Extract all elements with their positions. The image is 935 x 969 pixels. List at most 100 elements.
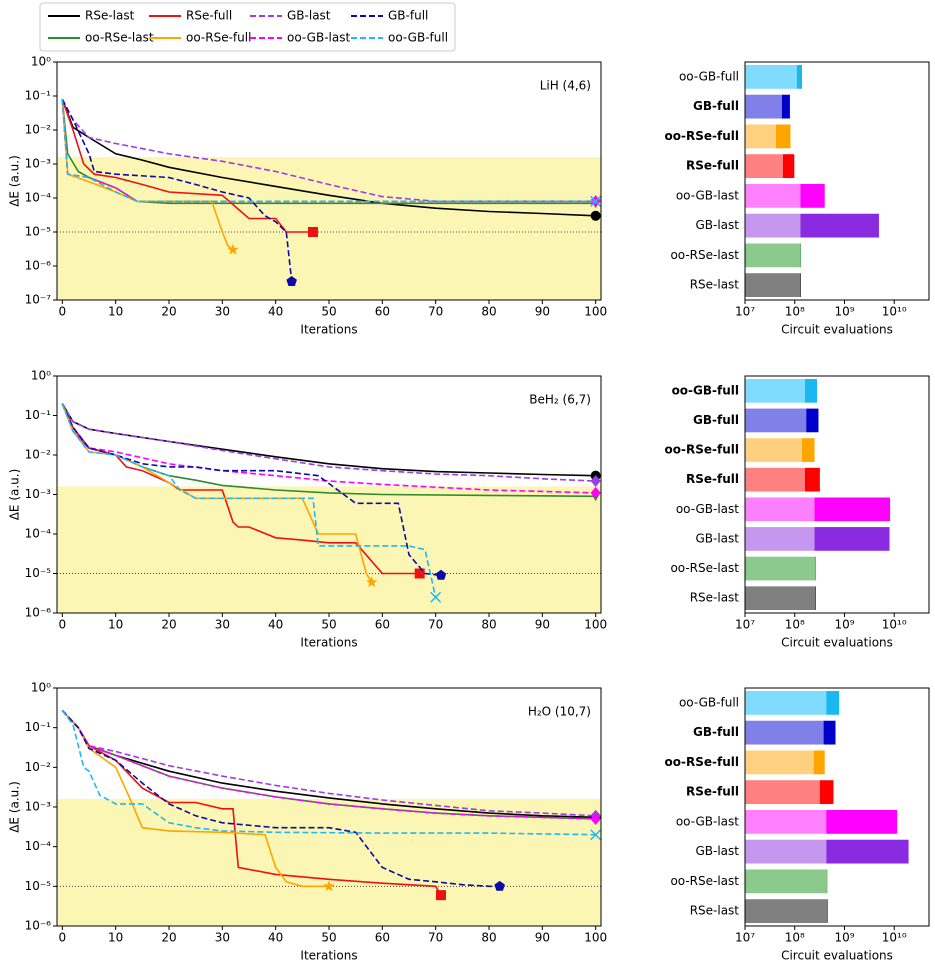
bar-segment [782,154,795,179]
category-label: oo-GB-last [676,502,739,516]
bar-segment [745,378,805,403]
x-tick-label: 10⁹ [834,305,854,319]
x-tick-label: 40 [268,931,283,945]
target-region [57,157,601,300]
series-line: GB-last [61,98,596,203]
bar-segment [745,690,827,715]
chart-title: H₂O (10,7) [528,705,591,719]
x-axis-label: Circuit evaluations [781,323,893,337]
legend-label: oo-GB-full [388,31,448,45]
category-label: oo-GB-full [672,383,739,397]
x-tick-label: 10⁸ [785,305,805,319]
bar-segment [826,809,898,834]
bar-segment [800,273,801,298]
bar-segment [823,720,836,745]
series-line: oo-RSe-last [61,403,596,498]
bar-segment [826,690,840,715]
bar-segment [745,408,807,433]
bar-segment [826,839,909,864]
bar-segment [776,124,791,149]
x-tick-label: 70 [428,618,443,632]
end-marker [590,474,601,487]
end-marker [590,486,601,499]
bar-segment [804,378,817,403]
bar-segment [802,438,815,462]
category-label: GB-full [693,725,739,739]
series-line: RSe-full [61,99,313,233]
y-tick-label: 10⁻⁶ [25,606,52,620]
end-marker [590,210,601,221]
series-line: oo-GB-last [61,403,596,494]
bar-segment [745,213,801,238]
x-tick-label: 50 [321,931,336,945]
bar-segment [745,527,815,551]
bar-segment [745,183,801,208]
y-tick-label: 10⁻⁶ [25,259,52,273]
x-tick-label: 50 [321,305,336,319]
bar-segment [745,586,816,611]
bar-segment [826,869,828,894]
x-tick-label: 90 [535,931,550,945]
category-label: oo-GB-last [676,814,739,828]
bar-segment [800,183,825,208]
axes-frame [744,687,930,927]
end-marker [286,276,297,286]
bar-segment [745,497,815,522]
y-tick-label: 10⁻² [25,123,52,137]
bar-segment [819,780,834,805]
x-tick-label: 60 [375,618,390,632]
end-marker [414,568,425,579]
category-label: oo-RSe-full [665,129,739,143]
x-tick-label: 70 [428,305,443,319]
series-line: oo-GB-full [61,99,596,203]
category-label: RSe-full [686,159,739,173]
bar-segment [745,869,827,894]
x-tick-label: 0 [59,931,67,945]
x-tick-label: 10⁷ [735,618,755,632]
legend-label: oo-RSe-full [186,31,251,45]
x-tick-label: 70 [428,931,443,945]
legend-label: RSe-last [85,9,135,23]
y-tick-label: 10⁻⁴ [25,839,52,853]
bar-segment [745,64,797,89]
category-label: RSe-full [686,785,739,799]
x-tick-label: 0 [59,305,67,319]
bar-segment [745,809,827,834]
bar-segment [800,243,801,268]
y-tick-label: 10⁻¹ [25,720,52,734]
bar-segment [745,438,803,462]
axes-frame [56,687,602,927]
x-tick-label: 60 [375,305,390,319]
series-line: RSe-full [61,710,442,896]
x-tick-label: 100 [584,931,607,945]
target-region [57,798,601,926]
category-label: oo-RSe-full [665,755,739,769]
x-tick-label: 20 [161,618,176,632]
x-tick-label: 100 [584,618,607,632]
x-tick-label: 40 [268,618,283,632]
legend-label: RSe-full [186,9,232,23]
axes-frame [56,61,602,301]
series-line: GB-full [61,98,293,282]
series-line: oo-GB-last [61,710,596,820]
category-label: oo-GB-last [676,188,739,202]
target-region [57,486,601,613]
category-label: GB-last [695,844,739,858]
x-tick-label: 10⁸ [785,931,805,945]
y-tick-label: 10⁻⁴ [25,527,52,541]
x-axis-label: Circuit evaluations [781,949,893,963]
y-tick-label: 10⁻⁴ [25,191,52,205]
y-tick-label: 10⁻⁵ [25,566,52,580]
y-tick-label: 10⁰ [31,55,51,69]
legend-label: GB-last [287,9,331,23]
category-label: RSe-last [690,278,740,292]
x-tick-label: 30 [215,618,230,632]
bar-segment [745,780,820,805]
y-tick-label: 10⁻³ [25,800,52,814]
x-tick-label: 100 [584,305,607,319]
end-marker [590,195,602,207]
bar-segment [745,556,816,581]
x-tick-label: 90 [535,305,550,319]
x-tick-label: 0 [59,618,67,632]
